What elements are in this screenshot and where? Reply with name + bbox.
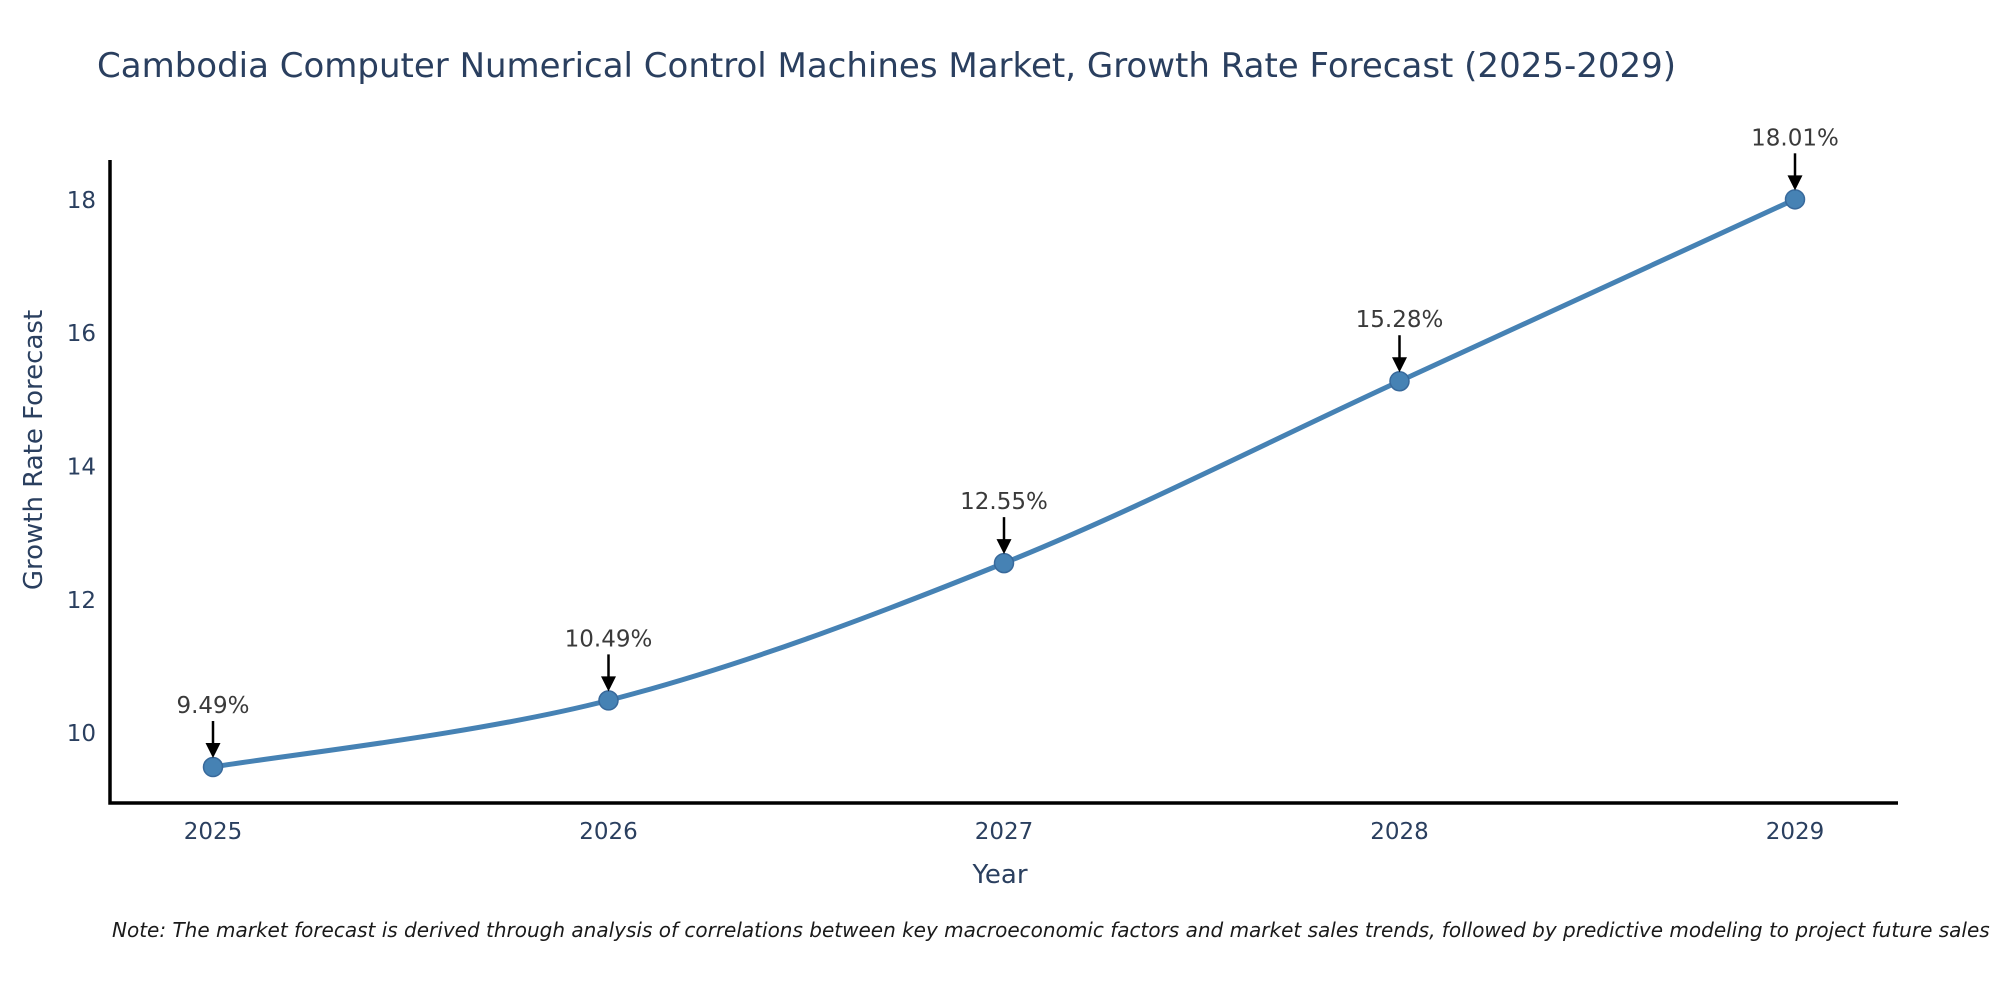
data-point-marker (993, 552, 1015, 574)
annotation-arrow-head (996, 539, 1012, 555)
data-point-marker (202, 756, 224, 778)
data-point-value-label: 10.49% (565, 626, 653, 652)
y-tick-label: 10 (67, 721, 96, 747)
footnote: Note: The market forecast is derived thr… (112, 918, 1990, 942)
y-tick-label: 18 (67, 188, 96, 214)
annotation-arrow-head (205, 743, 221, 759)
trend-line (210, 196, 1798, 770)
annotation-arrow-head (1392, 357, 1407, 373)
chart-title: Cambodia Computer Numerical Control Mach… (97, 46, 1677, 86)
x-tick-label: 2026 (579, 819, 638, 845)
x-axis-title: Year (972, 860, 1028, 890)
data-point-marker (1389, 370, 1410, 392)
x-tick-label: 2029 (1766, 819, 1825, 845)
y-tick-label: 16 (67, 321, 96, 347)
y-tick-label: 14 (67, 455, 96, 481)
annotation-arrow-head (1787, 175, 1803, 191)
data-point-value-label: 15.28% (1356, 307, 1444, 333)
x-tick-label: 2028 (1370, 819, 1429, 845)
data-point-value-label: 9.49% (176, 693, 249, 719)
y-tick-label: 12 (67, 588, 96, 614)
y-axis-title: Growth Rate Forecast (19, 309, 49, 591)
data-point-marker (598, 690, 619, 711)
data-point-marker (1784, 189, 1806, 210)
axis-spines (108, 160, 1898, 805)
annotation-arrow-head (601, 676, 616, 692)
data-point-value-label: 18.01% (1751, 125, 1839, 151)
data-point-value-label: 12.55% (960, 489, 1048, 515)
x-tick-label: 2027 (975, 819, 1034, 845)
x-tick-label: 2025 (184, 819, 243, 845)
